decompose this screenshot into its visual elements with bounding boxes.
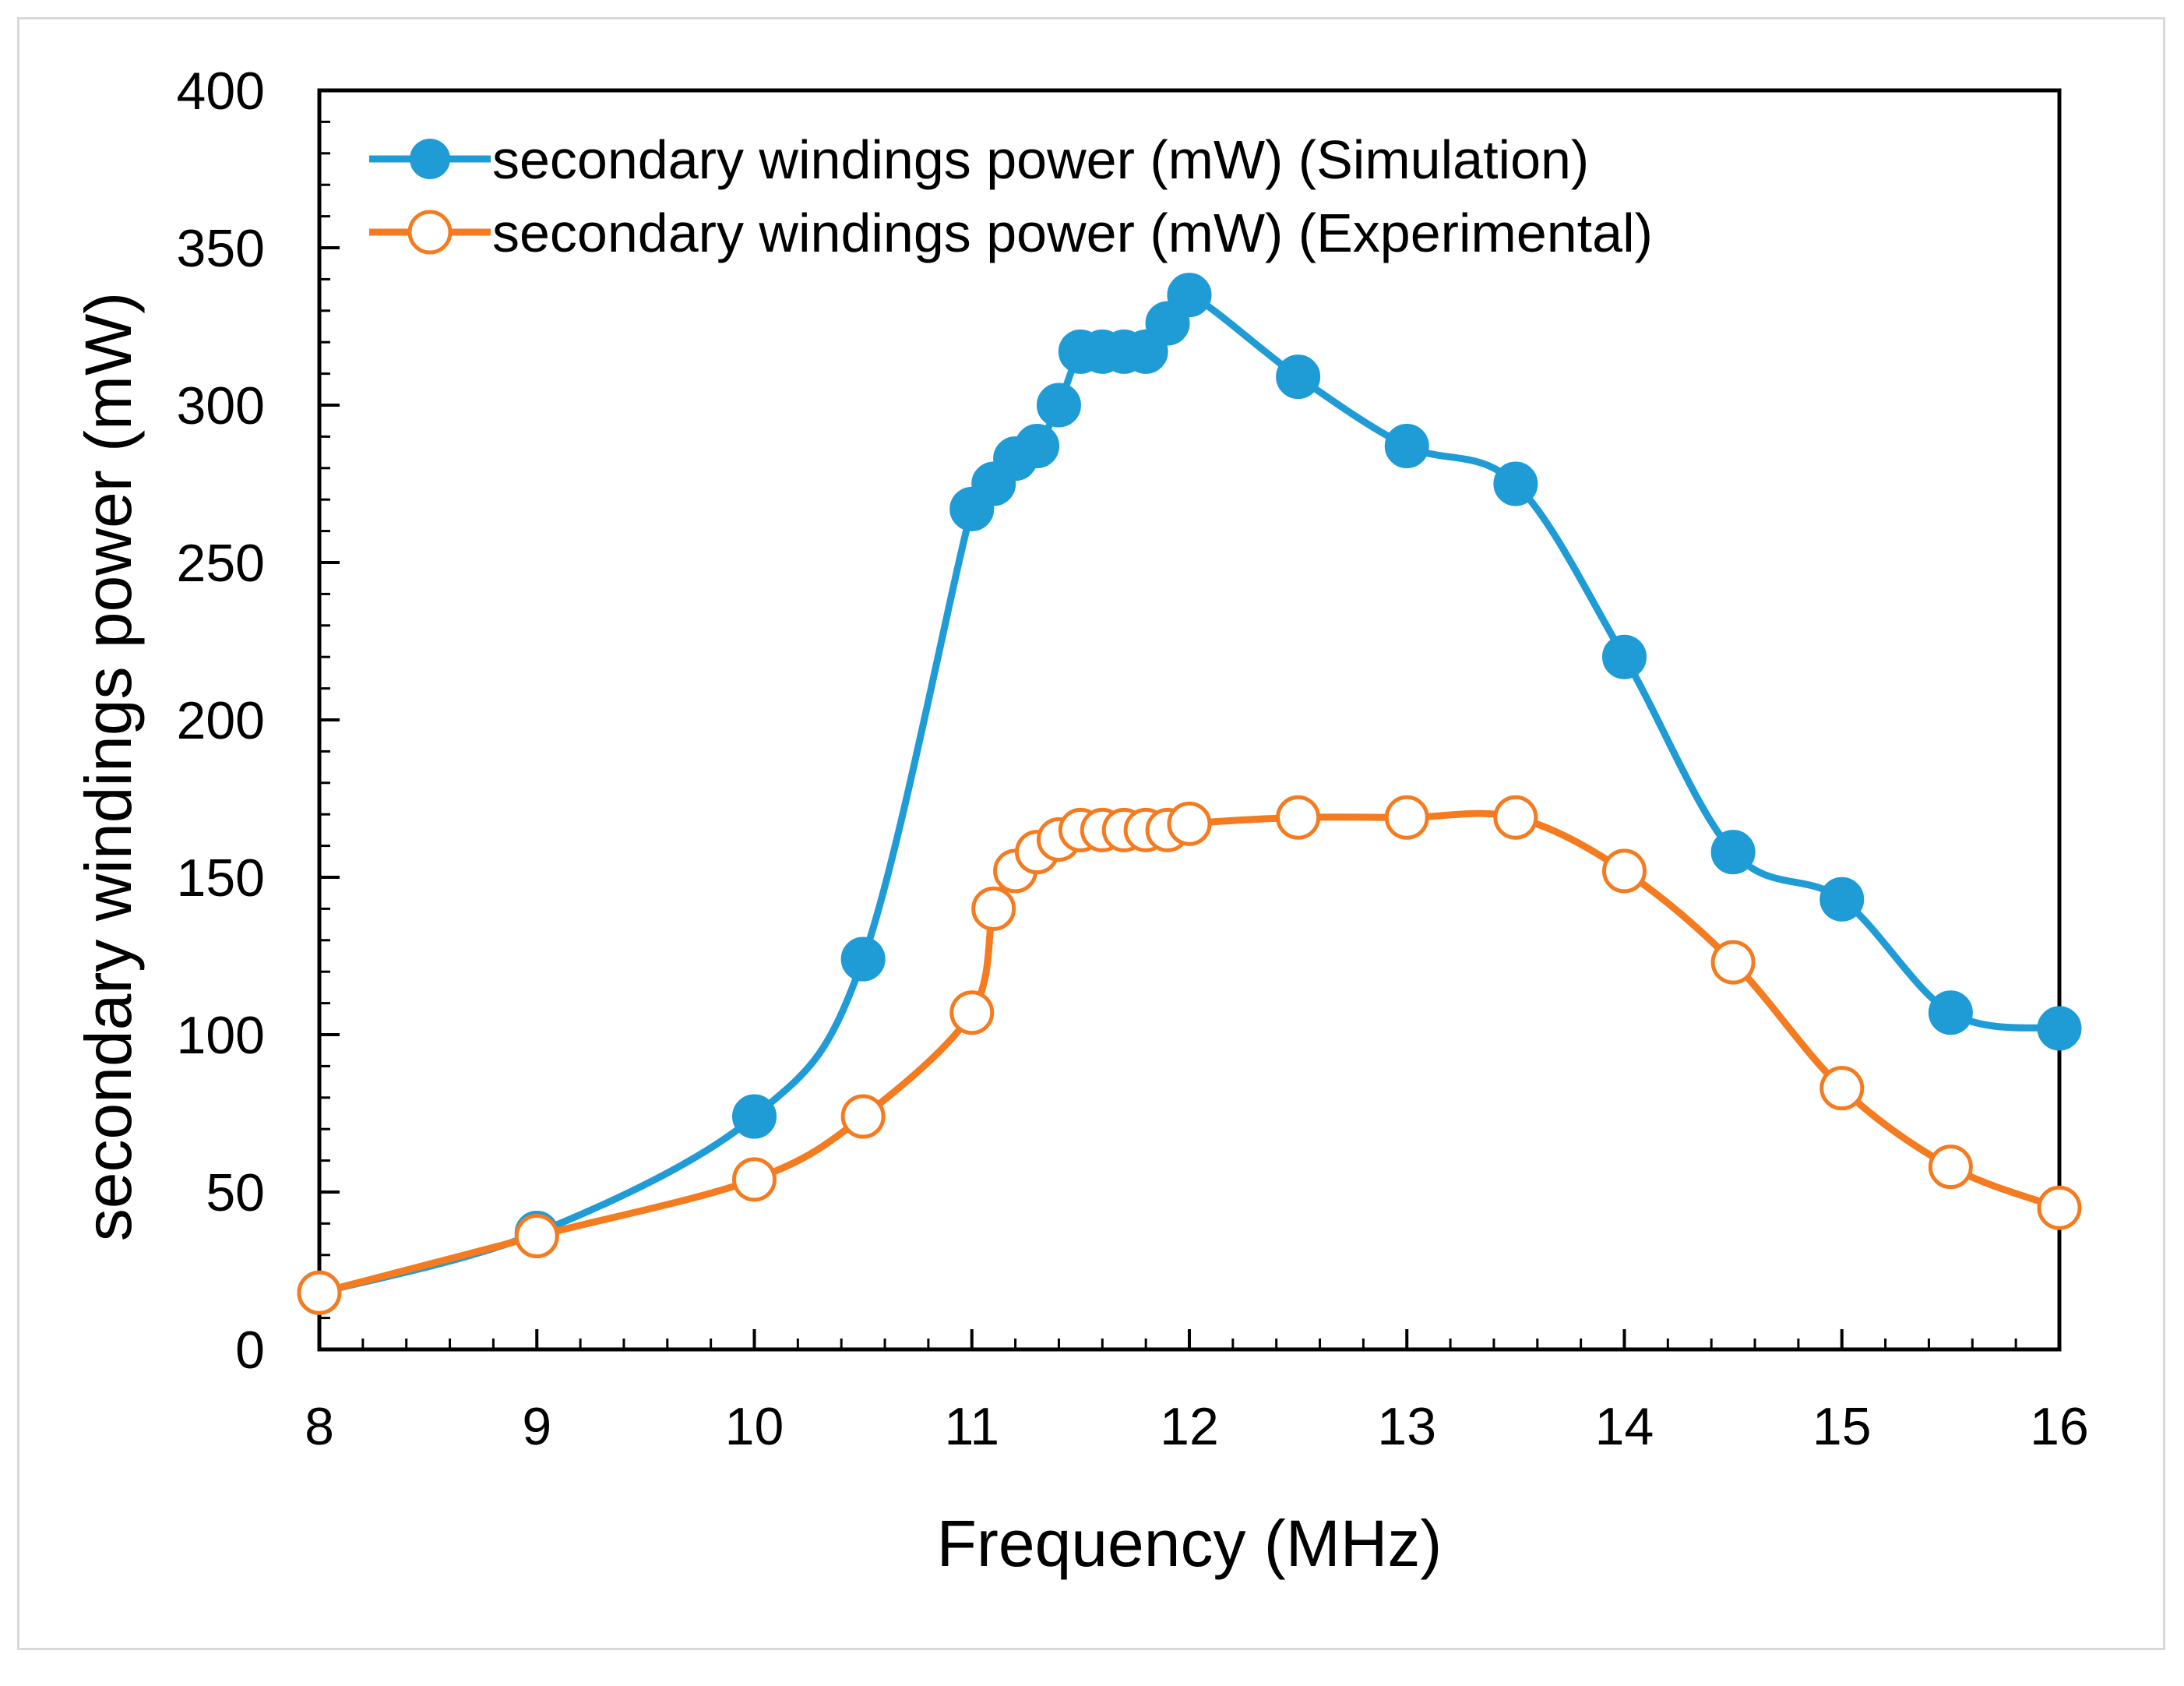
legend-swatch-marker xyxy=(410,139,450,179)
y-tick-label: 250 xyxy=(177,534,265,593)
data-point xyxy=(1015,424,1060,469)
y-tick-label: 300 xyxy=(177,376,265,436)
x-tick-label: 10 xyxy=(725,1397,784,1456)
data-point xyxy=(1928,990,1973,1035)
data-point xyxy=(1384,795,1429,840)
series-simulation xyxy=(297,273,2082,1315)
data-point xyxy=(1819,1066,1865,1111)
data-point xyxy=(1276,354,1321,400)
y-tick-label: 0 xyxy=(235,1321,265,1380)
data-point xyxy=(949,990,995,1035)
x-tick-label: 13 xyxy=(1377,1397,1436,1456)
x-axis-title: Frequency (MHz) xyxy=(937,1507,1442,1580)
y-tick-label: 150 xyxy=(177,848,265,908)
series-layer xyxy=(297,273,2082,1315)
legend-label: secondary windings power (mW) (Simulatio… xyxy=(492,129,1589,190)
data-point xyxy=(1602,634,1647,679)
data-point xyxy=(971,886,1016,931)
data-point xyxy=(2037,1006,2082,1051)
y-axis-title: secondary windings power (mW) xyxy=(72,292,145,1241)
y-tick-label: 50 xyxy=(206,1163,265,1222)
data-point xyxy=(1276,795,1321,840)
legend: secondary windings power (mW) (Simulatio… xyxy=(369,129,1653,263)
data-point xyxy=(1167,273,1212,318)
x-tick-label: 16 xyxy=(2030,1397,2089,1456)
data-point xyxy=(1493,795,1538,840)
series-line xyxy=(318,290,2060,1296)
y-tick-label: 200 xyxy=(177,691,265,750)
x-tick-label: 8 xyxy=(305,1397,334,1456)
data-point xyxy=(2037,1185,2082,1230)
x-tick-label: 12 xyxy=(1160,1397,1219,1456)
data-point xyxy=(514,1214,559,1259)
legend-label: secondary windings power (mW) (Experimen… xyxy=(492,203,1653,263)
ticks-layer: 0 50 100 150 200 250 300 350 400 8 9 10 11 12 13 14 15 16 xyxy=(177,62,2089,1456)
data-point xyxy=(1167,801,1212,846)
data-point xyxy=(840,936,886,982)
data-point xyxy=(1819,877,1865,922)
legend-swatch-marker xyxy=(407,210,453,255)
data-point xyxy=(1384,424,1429,469)
data-point xyxy=(1036,383,1081,428)
y-tick-label: 100 xyxy=(177,1006,265,1065)
data-point xyxy=(840,1094,886,1139)
x-tick-label: 15 xyxy=(1812,1397,1872,1456)
data-point xyxy=(297,1270,342,1315)
series-experimental xyxy=(297,795,2082,1315)
data-point xyxy=(1928,1145,1973,1190)
data-point xyxy=(732,1094,777,1139)
data-point xyxy=(1602,848,1647,894)
y-tick-label: 400 xyxy=(177,62,265,121)
legend-item: secondary windings power (mW) (Simulatio… xyxy=(369,129,1589,190)
legend-item: secondary windings power (mW) (Experimen… xyxy=(369,203,1653,263)
x-tick-label: 14 xyxy=(1595,1397,1654,1456)
data-point xyxy=(1493,461,1538,506)
y-tick-label: 350 xyxy=(177,219,265,278)
data-point xyxy=(732,1157,777,1202)
x-tick-label: 9 xyxy=(522,1397,551,1456)
x-tick-label: 11 xyxy=(944,1397,999,1456)
data-point xyxy=(1710,940,1756,985)
data-point xyxy=(1710,830,1756,875)
